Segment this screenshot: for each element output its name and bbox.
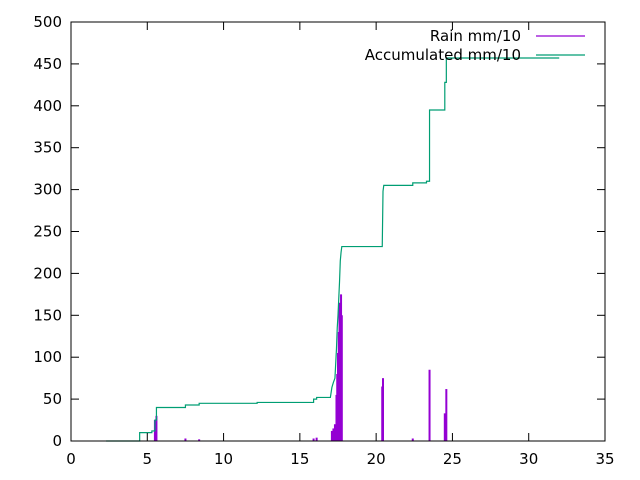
x-tick-label: 30 <box>519 450 538 468</box>
x-tick-label: 10 <box>214 450 233 468</box>
series-layer <box>106 57 560 442</box>
series-1 <box>106 57 560 442</box>
x-tick-label: 5 <box>143 450 153 468</box>
series-0 <box>153 294 448 441</box>
x-tick-label: 0 <box>66 450 76 468</box>
y-tick-label: 100 <box>33 348 62 366</box>
y-tick-label: 500 <box>33 13 62 31</box>
accumulated-line <box>106 57 560 442</box>
y-tick-label: 150 <box>33 306 62 324</box>
y-tick-label: 400 <box>33 97 62 115</box>
x-tick-label: 20 <box>367 450 386 468</box>
y-tick-label: 350 <box>33 139 62 157</box>
y-tick-label: 50 <box>43 390 62 408</box>
x-tick-label: 25 <box>443 450 462 468</box>
y-tick-label: 250 <box>33 223 62 241</box>
x-tick-label: 15 <box>290 450 309 468</box>
y-tick-label: 200 <box>33 264 62 282</box>
legend-label: Rain mm/10 <box>430 27 521 45</box>
x-tick-label: 35 <box>595 450 614 468</box>
y-tick-label: 300 <box>33 181 62 199</box>
y-tick-label: 0 <box>52 432 62 450</box>
legend-label: Accumulated mm/10 <box>365 46 521 64</box>
ticks-layer: 0 5 10 15 20 25 30 3505010015020025030035040045… <box>33 13 614 468</box>
y-tick-label: 450 <box>33 55 62 73</box>
